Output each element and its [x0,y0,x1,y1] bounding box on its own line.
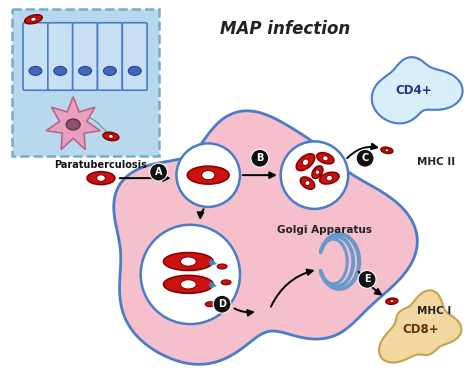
Ellipse shape [217,264,227,269]
Text: B: B [256,153,264,163]
FancyBboxPatch shape [73,23,98,90]
Ellipse shape [79,67,91,75]
Text: CD8+: CD8+ [402,322,439,336]
Text: Paratuberculosis: Paratuberculosis [55,160,147,170]
Ellipse shape [29,67,42,75]
FancyBboxPatch shape [23,23,48,90]
Polygon shape [379,290,461,363]
FancyBboxPatch shape [12,9,159,156]
Text: E: E [364,274,370,284]
Circle shape [150,163,167,181]
Ellipse shape [201,170,215,180]
Ellipse shape [390,300,394,303]
Text: CD4+: CD4+ [395,84,432,97]
Circle shape [213,295,231,313]
Circle shape [358,270,376,288]
Ellipse shape [317,153,334,164]
Text: C: C [362,153,369,163]
Ellipse shape [302,159,309,165]
Ellipse shape [164,252,213,270]
Ellipse shape [315,170,319,174]
Ellipse shape [128,67,141,75]
Ellipse shape [385,149,389,152]
Circle shape [251,149,269,167]
Ellipse shape [97,175,105,182]
FancyBboxPatch shape [122,23,147,90]
Text: MHC II: MHC II [417,157,455,167]
Ellipse shape [296,154,315,171]
Ellipse shape [66,119,80,130]
Ellipse shape [301,177,315,189]
Ellipse shape [54,67,67,75]
Text: D: D [218,299,226,309]
Circle shape [141,225,240,324]
Ellipse shape [164,275,213,293]
Ellipse shape [181,257,196,266]
FancyBboxPatch shape [98,23,122,90]
Ellipse shape [103,67,117,75]
Circle shape [281,141,348,209]
Ellipse shape [31,17,36,21]
Ellipse shape [305,180,310,186]
Ellipse shape [381,147,393,153]
Text: MHC I: MHC I [417,306,451,316]
Text: MAP infection: MAP infection [219,20,350,38]
Text: A: A [155,167,162,177]
Ellipse shape [87,172,115,184]
Polygon shape [372,57,463,123]
Ellipse shape [386,298,398,304]
Ellipse shape [221,280,231,285]
Ellipse shape [103,132,119,140]
Ellipse shape [322,156,328,161]
Ellipse shape [326,175,332,181]
Polygon shape [46,97,100,149]
Ellipse shape [25,15,42,24]
Ellipse shape [187,166,229,184]
Ellipse shape [181,280,196,289]
Ellipse shape [205,302,215,307]
Ellipse shape [319,172,339,184]
Text: Golgi Apparatus: Golgi Apparatus [277,225,372,235]
Ellipse shape [312,166,323,179]
Circle shape [356,149,374,167]
Ellipse shape [109,134,113,138]
Circle shape [176,144,240,207]
FancyBboxPatch shape [48,23,73,90]
Polygon shape [114,111,417,364]
